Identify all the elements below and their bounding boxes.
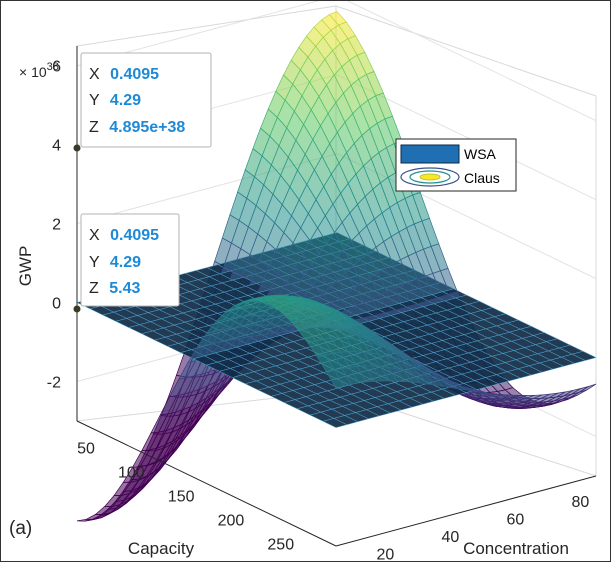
panel-label: (a) [9,518,32,539]
datatip-lower-x-value: 0.4095 [110,227,159,244]
x-tick-labels: 20 40 60 80 [377,494,590,561]
y-axis-label: Capacity [128,539,195,558]
datatip-upper[interactable]: X 0.4095 Y 4.29 Z 4.895e+38 [80,52,212,148]
datatip-lower-box [80,213,180,307]
x-axis-label: Concentration [463,539,569,558]
x-tick-label: 80 [572,494,590,511]
x-axis-line [335,475,597,547]
legend[interactable]: WSA Claus [395,138,517,192]
svg-text:X 0.4095: X 0.4095 [89,227,159,244]
legend-label-claus: Claus [464,170,500,186]
wsa-surface-patch [322,418,348,428]
z-tick-label: -2 [47,375,61,392]
datatip-marker-lower[interactable] [73,305,81,313]
svg-text:Y 4.29: Y 4.29 [89,254,141,271]
z-exponent-label: × 1038 [19,61,59,80]
datatip-marker-upper[interactable] [73,144,81,152]
datatip-upper-y-value: 4.29 [110,92,141,109]
z-axis-label: GWP [16,246,35,287]
datatip-lower[interactable]: X 0.4095 Y 4.29 Z 5.43 [80,213,180,307]
y-tick-label: 100 [118,464,145,481]
y-tick-label: 200 [218,513,245,530]
x-tick-label: 20 [377,546,395,561]
claus-surface-patch [326,369,345,389]
datatip-lower-x-label: X [89,227,100,244]
y-tick-label: 150 [168,489,195,506]
gridline-z [346,1,597,122]
y-axis-line [76,420,337,547]
datatip-upper-z-label: Z [89,119,99,136]
datatip-lower-z-label: Z [89,280,99,297]
z-tick-label: 4 [52,138,61,155]
svg-text:Z 4.895e+38: Z 4.895e+38 [89,119,185,136]
panel-label-bg [5,511,45,543]
datatip-upper-z-value: 4.895e+38 [109,119,185,136]
z-tick-label: 2 [52,217,61,234]
y-tick-label: 50 [77,440,95,457]
datatip-lower-y-label: Y [89,254,100,271]
x-tick-label: 60 [507,511,525,528]
datatip-lower-y-value: 4.29 [110,254,141,271]
legend-swatch-wsa [400,144,460,164]
y-tick-label: 250 [267,537,294,554]
z-tick-label: 0 [52,296,61,313]
axis-lines [76,46,597,547]
x-tick-label: 40 [442,529,460,546]
datatip-upper-y-label: Y [89,92,100,109]
z-tick-labels: -2 0 2 4 6 [47,59,61,392]
datatip-upper-x-value: 0.4095 [110,66,159,83]
legend-label-wsa: WSA [464,146,497,162]
svg-text:Y 4.29: Y 4.29 [89,92,141,109]
z-tick-label: 6 [52,59,61,76]
datatip-upper-box [80,52,212,148]
legend-swatch-claus [400,167,460,187]
datatip-upper-x-label: X [89,66,100,83]
svg-text:Z 5.43: Z 5.43 [89,280,140,297]
svg-text:X 0.4095: X 0.4095 [89,66,159,83]
datatip-lower-z-value: 5.43 [109,280,140,297]
y-tick-labels: 50 100 150 200 250 [77,440,294,553]
